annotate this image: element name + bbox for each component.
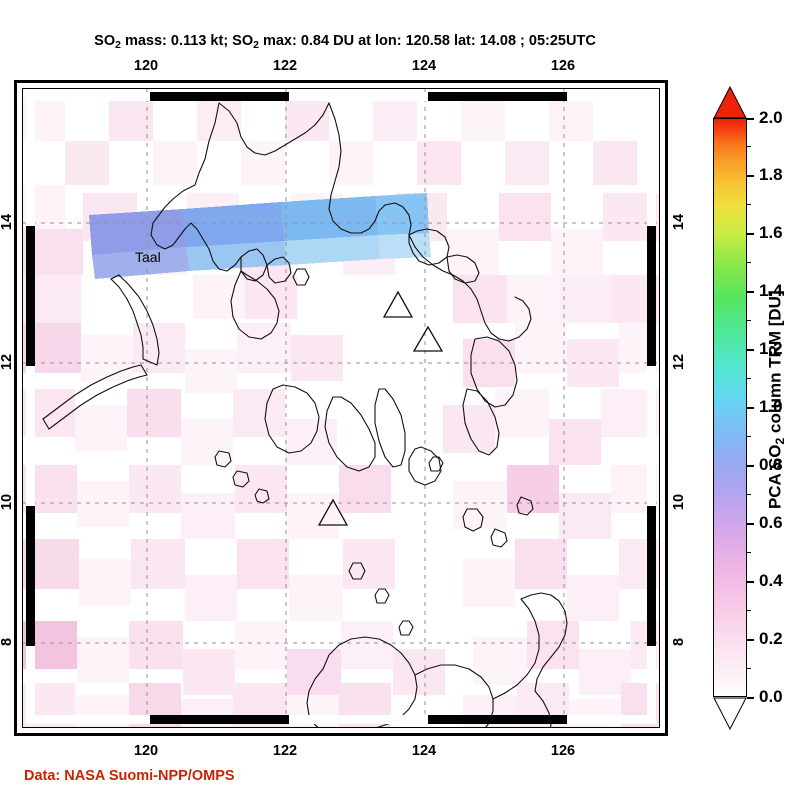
map-svg — [23, 89, 659, 727]
cbar-label-3: 0.6 — [759, 513, 783, 532]
cbar-tick-1 — [747, 639, 754, 641]
cbar-label-4: 0.8 — [759, 455, 783, 474]
cbar-tick-minor-10 — [747, 146, 751, 147]
cbar-tick-9 — [747, 175, 754, 177]
ytick-left-10: 10 — [0, 493, 15, 511]
cbar-label-1: 0.2 — [759, 629, 783, 648]
cbar-tick-minor-9 — [747, 204, 751, 205]
cbar-label-9: 1.8 — [759, 165, 783, 184]
graticule — [23, 89, 659, 727]
ytick-left-8: 8 — [0, 637, 15, 647]
xtick-bottom-122: 122 — [272, 743, 298, 759]
axis-ruler-bottom — [26, 715, 656, 724]
ytick-right-10: 10 — [671, 493, 687, 511]
xtick-bottom-126: 126 — [550, 743, 576, 759]
data-source-credit: Data: NASA Suomi-NPP/OMPS — [24, 768, 235, 784]
cbar-label-7: 1.4 — [759, 281, 783, 300]
cbar-tick-3 — [747, 523, 754, 525]
colorbar-axis-title: PCA SO2 column TRM [DU] — [765, 290, 787, 510]
taal-annotation-label: Taal — [135, 249, 161, 265]
cbar-label-6: 1.2 — [759, 339, 783, 358]
cbar-label-10: 2.0 — [759, 108, 783, 127]
so2-raster: Taal — [23, 89, 659, 727]
colorbar-under-cap — [713, 697, 747, 730]
colorbar: 0.0 0.2 0.4 0.6 0.8 1.0 1.2 1.4 1.6 1.8 … — [713, 80, 783, 730]
cbar-label-5: 1.0 — [759, 397, 783, 416]
ytick-right-14: 14 — [671, 213, 687, 231]
volcano-markers — [317, 290, 444, 526]
cbar-tick-7 — [747, 291, 754, 293]
cbar-tick-minor-4 — [747, 494, 751, 495]
cbar-tick-minor-5 — [747, 436, 751, 437]
xtick-top-126: 126 — [550, 58, 576, 74]
axis-ruler-right — [647, 92, 656, 724]
cbar-tick-0 — [747, 697, 754, 699]
cbar-label-8: 1.6 — [759, 223, 783, 242]
so2-plume — [89, 193, 431, 279]
ytick-left-12: 12 — [0, 353, 15, 371]
cbar-label-0: 0.0 — [759, 687, 783, 706]
cbar-tick-minor-8 — [747, 262, 751, 263]
xtick-bottom-120: 120 — [133, 743, 159, 759]
cbar-tick-5 — [747, 407, 754, 409]
cbar-tick-minor-2 — [747, 610, 751, 611]
xtick-top-120: 120 — [133, 58, 159, 74]
colorbar-over-cap — [713, 86, 747, 119]
colorbar-gradient — [713, 118, 747, 697]
cbar-tick-minor-3 — [747, 552, 751, 553]
cbar-tick-8 — [747, 233, 754, 235]
map-frame: Taal — [14, 80, 668, 736]
cbar-tick-2 — [747, 581, 754, 583]
cbar-tick-4 — [747, 465, 754, 467]
cbar-tick-minor-6 — [747, 378, 751, 379]
axis-ruler-left — [26, 92, 35, 724]
xtick-bottom-124: 124 — [411, 743, 437, 759]
cbar-tick-10 — [747, 118, 754, 120]
xtick-top-124: 124 — [411, 58, 437, 74]
ytick-right-8: 8 — [671, 637, 687, 647]
axis-ruler-top — [26, 92, 656, 101]
cbar-label-2: 0.4 — [759, 571, 783, 590]
cbar-tick-minor-1 — [747, 668, 751, 669]
ytick-left-14: 14 — [0, 213, 15, 231]
xtick-top-122: 122 — [272, 58, 298, 74]
ytick-right-12: 12 — [671, 353, 687, 371]
map-plot-area: Taal — [22, 88, 660, 728]
subtitle-stats: SO2 mass: 0.113 kt; SO2 max: 0.84 DU at … — [94, 33, 596, 51]
cbar-tick-minor-7 — [747, 320, 751, 321]
cbar-tick-6 — [747, 349, 754, 351]
